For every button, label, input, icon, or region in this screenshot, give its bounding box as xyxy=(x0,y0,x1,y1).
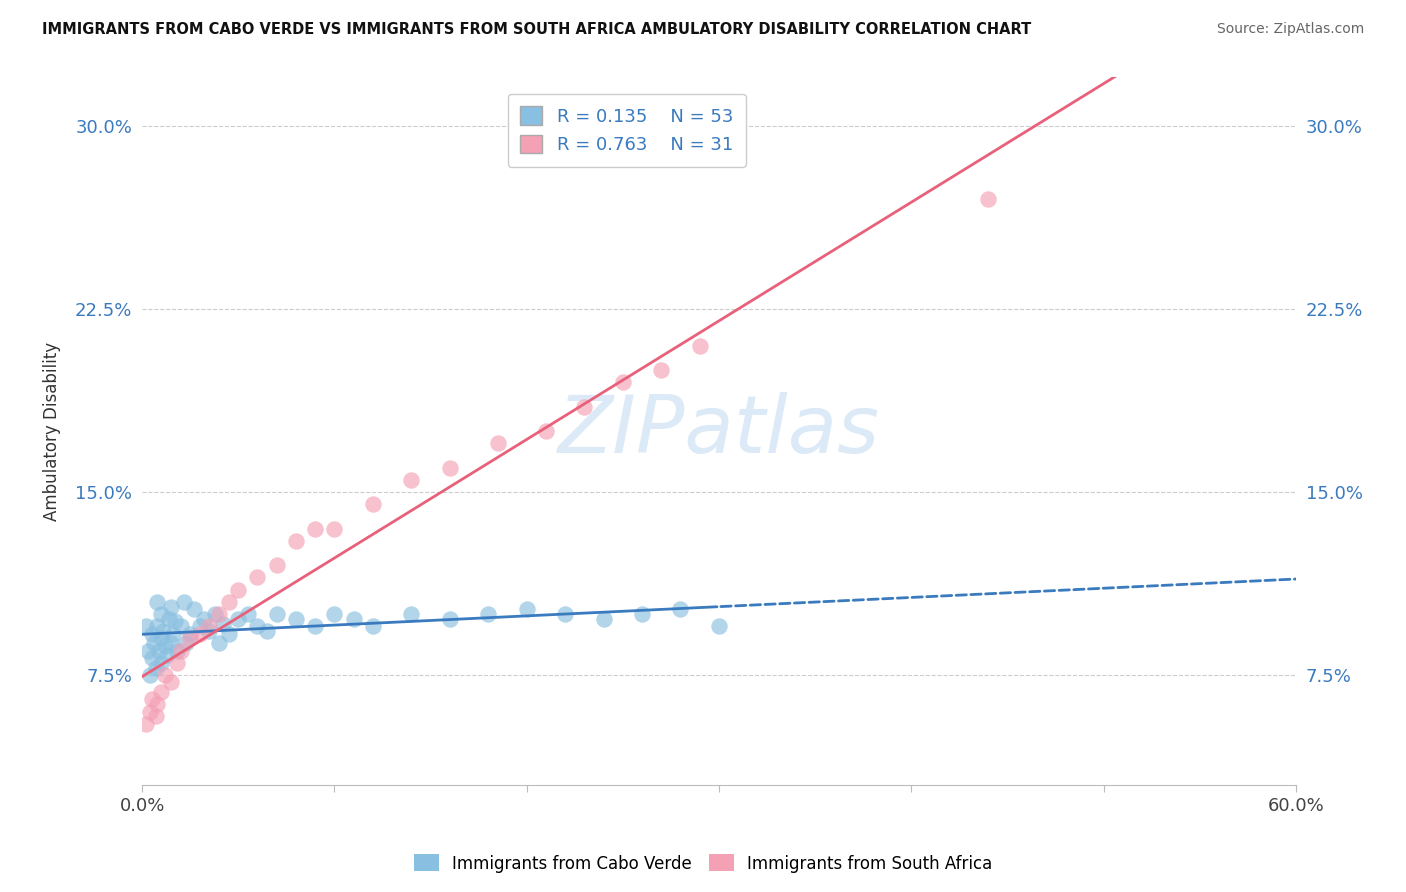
Point xyxy=(401,473,423,487)
Point xyxy=(193,612,215,626)
Point xyxy=(534,424,557,438)
Point xyxy=(183,602,205,616)
Legend: R = 0.135    N = 53, R = 0.763    N = 31: R = 0.135 N = 53, R = 0.763 N = 31 xyxy=(508,94,745,167)
Legend: Immigrants from Cabo Verde, Immigrants from South Africa: Immigrants from Cabo Verde, Immigrants f… xyxy=(408,847,998,880)
Point xyxy=(361,497,384,511)
Point xyxy=(152,624,174,639)
Point xyxy=(198,619,221,633)
Point xyxy=(146,698,169,712)
Point xyxy=(145,661,167,675)
Point xyxy=(157,612,180,626)
Point xyxy=(323,607,346,621)
Point xyxy=(554,607,576,621)
Point xyxy=(439,460,461,475)
Point xyxy=(145,709,167,723)
Point xyxy=(477,607,499,621)
Point xyxy=(150,685,173,699)
Point xyxy=(162,626,184,640)
Point xyxy=(226,582,249,597)
Point xyxy=(256,624,278,639)
Point xyxy=(631,607,654,621)
Point xyxy=(150,656,173,670)
Text: Source: ZipAtlas.com: Source: ZipAtlas.com xyxy=(1216,22,1364,37)
Point xyxy=(323,522,346,536)
Point xyxy=(150,607,173,621)
Point xyxy=(516,602,538,616)
Point xyxy=(208,636,231,650)
Point xyxy=(284,533,307,548)
Point xyxy=(246,619,269,633)
Point xyxy=(689,339,711,353)
Text: ZIPat​las: ZIPat​las xyxy=(558,392,880,470)
Point xyxy=(163,615,186,629)
Point xyxy=(236,607,259,621)
Point xyxy=(153,639,176,653)
Point xyxy=(179,626,201,640)
Point xyxy=(650,363,672,377)
Point xyxy=(304,619,326,633)
Point xyxy=(173,595,195,609)
Text: IMMIGRANTS FROM CABO VERDE VS IMMIGRANTS FROM SOUTH AFRICA AMBULATORY DISABILITY: IMMIGRANTS FROM CABO VERDE VS IMMIGRANTS… xyxy=(42,22,1032,37)
Point xyxy=(160,599,183,614)
Point xyxy=(156,648,179,663)
Point xyxy=(284,612,307,626)
Point xyxy=(198,624,221,639)
Point xyxy=(218,626,240,640)
Point xyxy=(188,626,211,640)
Point xyxy=(139,668,162,682)
Point xyxy=(669,602,692,616)
Point xyxy=(179,632,201,646)
Point xyxy=(141,651,163,665)
Point xyxy=(188,619,211,633)
Point xyxy=(135,716,157,731)
Point xyxy=(141,692,163,706)
Point xyxy=(592,612,614,626)
Point xyxy=(977,193,1000,207)
Point xyxy=(246,570,269,584)
Point xyxy=(176,636,198,650)
Point xyxy=(146,595,169,609)
Point xyxy=(169,643,191,657)
Point xyxy=(401,607,423,621)
Point xyxy=(146,619,169,633)
Point xyxy=(486,436,509,450)
Point xyxy=(707,619,730,633)
Point xyxy=(204,607,226,621)
Point xyxy=(141,626,163,640)
Point xyxy=(160,675,183,690)
Point xyxy=(139,705,162,719)
Point xyxy=(266,607,288,621)
Point xyxy=(150,632,173,646)
Point xyxy=(153,668,176,682)
Point xyxy=(166,656,188,670)
Point xyxy=(208,607,231,621)
Point xyxy=(148,643,170,657)
Point xyxy=(266,558,288,573)
Point xyxy=(304,522,326,536)
Point xyxy=(166,643,188,657)
Point xyxy=(439,612,461,626)
Point xyxy=(612,376,634,390)
Point xyxy=(135,619,157,633)
Point xyxy=(142,636,165,650)
Point xyxy=(212,616,235,631)
Point xyxy=(169,619,191,633)
Point xyxy=(343,612,366,626)
Y-axis label: Ambulatory Disability: Ambulatory Disability xyxy=(44,342,60,521)
Point xyxy=(160,636,183,650)
Point xyxy=(136,643,159,657)
Point xyxy=(218,595,240,609)
Point xyxy=(574,400,596,414)
Point xyxy=(226,612,249,626)
Point xyxy=(361,619,384,633)
